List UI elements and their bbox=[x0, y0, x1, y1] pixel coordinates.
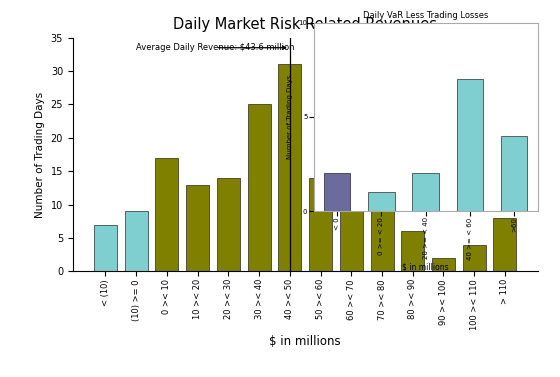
Bar bbox=[309, 178, 332, 271]
Bar bbox=[94, 225, 117, 271]
Bar bbox=[186, 185, 209, 271]
Y-axis label: Number of Trading Days: Number of Trading Days bbox=[35, 92, 45, 218]
Text: Average Daily Revenue: $43.6 million: Average Daily Revenue: $43.6 million bbox=[136, 43, 295, 52]
Title: Daily Market Risk Related Revenues: Daily Market Risk Related Revenues bbox=[173, 17, 437, 32]
X-axis label: $ in millions: $ in millions bbox=[402, 262, 449, 271]
Bar bbox=[340, 71, 363, 271]
Bar bbox=[125, 211, 148, 271]
Bar bbox=[248, 104, 270, 271]
Bar bbox=[401, 231, 424, 271]
Bar bbox=[278, 64, 301, 271]
Bar bbox=[493, 218, 516, 271]
X-axis label: $ in millions: $ in millions bbox=[269, 336, 341, 348]
Bar bbox=[432, 258, 455, 271]
Bar bbox=[456, 79, 483, 211]
Bar bbox=[155, 158, 179, 271]
Bar bbox=[368, 192, 395, 211]
Bar bbox=[501, 136, 528, 211]
Bar bbox=[217, 178, 240, 271]
Bar bbox=[463, 245, 486, 271]
Bar bbox=[324, 173, 351, 211]
Title: Daily VaR Less Trading Losses: Daily VaR Less Trading Losses bbox=[363, 11, 488, 20]
Bar bbox=[412, 173, 439, 211]
Bar bbox=[371, 178, 394, 271]
Y-axis label: Number of Trading Days: Number of Trading Days bbox=[287, 75, 293, 159]
